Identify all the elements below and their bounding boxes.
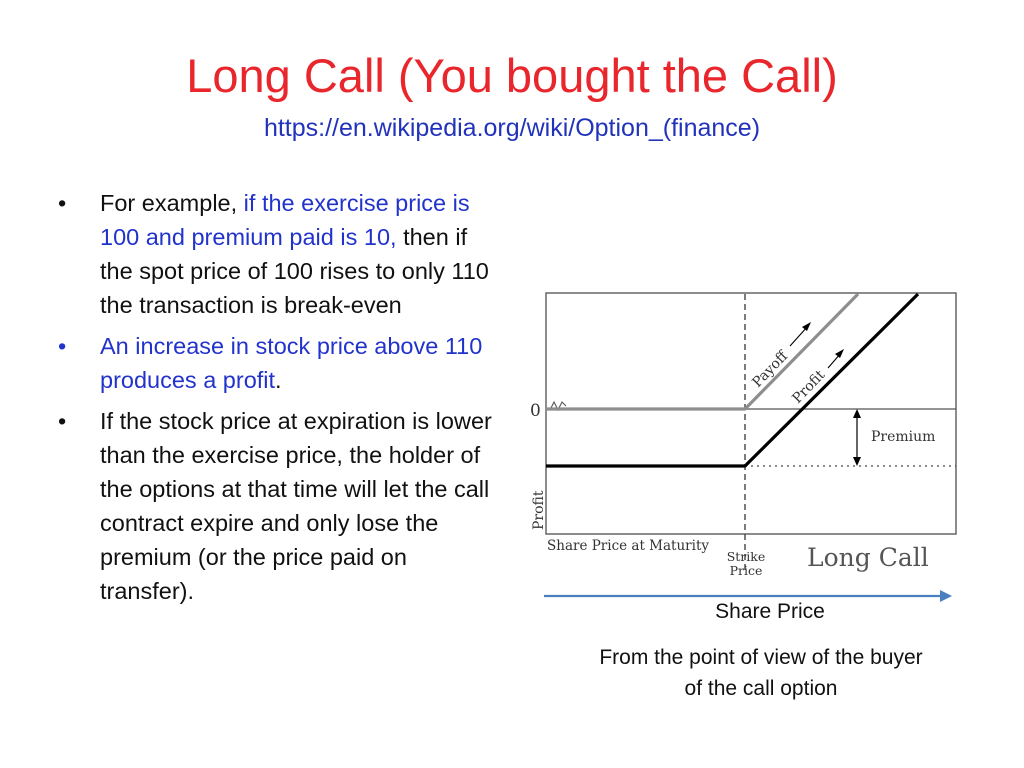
chart-title: Long Call <box>807 543 929 572</box>
profit-line <box>546 292 920 468</box>
strike-label-bottom: Price <box>730 563 763 578</box>
bullet-text-plain: . <box>275 367 282 393</box>
profit-arrow-head <box>835 349 844 358</box>
source-link[interactable]: https://en.wikipedia.org/wiki/Option_(fi… <box>263 114 761 142</box>
bullet-text-highlight: An increase in stock price above 110 pro… <box>100 333 483 393</box>
bullet-text-plain: then if the spot price of 100 rises to o… <box>100 224 489 318</box>
premium-label: Premium <box>871 429 935 445</box>
bullet-text-highlight: if the exercise price is 100 and premium… <box>100 190 470 250</box>
slide-title: Long Call (You bought the Call) <box>186 49 838 102</box>
premium-arrow-head-bottom <box>853 457 861 466</box>
bullet-text-plain: For example, <box>100 190 244 216</box>
share-price-caption: Share Price <box>715 600 825 623</box>
long-call-diagram: 0 Profit Share Price at Maturity Strike … <box>530 292 957 578</box>
bullet-text-plain: If the stock price at expiration is lowe… <box>100 408 492 604</box>
zero-label: 0 <box>530 401 541 421</box>
x-axis-label: Share Price at Maturity <box>547 538 709 554</box>
bullet-item-example: • For example, if the exercise price is … <box>58 186 498 322</box>
bullet-dot: • <box>58 408 67 434</box>
bullet-item-expire: • If the stock price at expiration is lo… <box>58 404 498 608</box>
share-price-arrow <box>544 590 952 602</box>
bullet-dot: • <box>58 190 67 216</box>
diagram-frame <box>545 292 957 535</box>
strike-label-top: Strike <box>727 549 766 564</box>
share-price-arrow-head <box>940 590 952 602</box>
bullet-item-profit: • An increase in stock price above 110 p… <box>58 329 498 397</box>
viewpoint-caption: From the point of view of the buyer of t… <box>599 646 923 700</box>
y-axis-label: Profit <box>531 490 547 530</box>
bullet-dot: • <box>58 333 67 359</box>
payoff-line <box>546 292 860 411</box>
payoff-arrow-head <box>802 322 811 331</box>
bullet-list: • For example, if the exercise price is … <box>58 186 498 615</box>
premium-arrow-head-top <box>853 409 861 418</box>
